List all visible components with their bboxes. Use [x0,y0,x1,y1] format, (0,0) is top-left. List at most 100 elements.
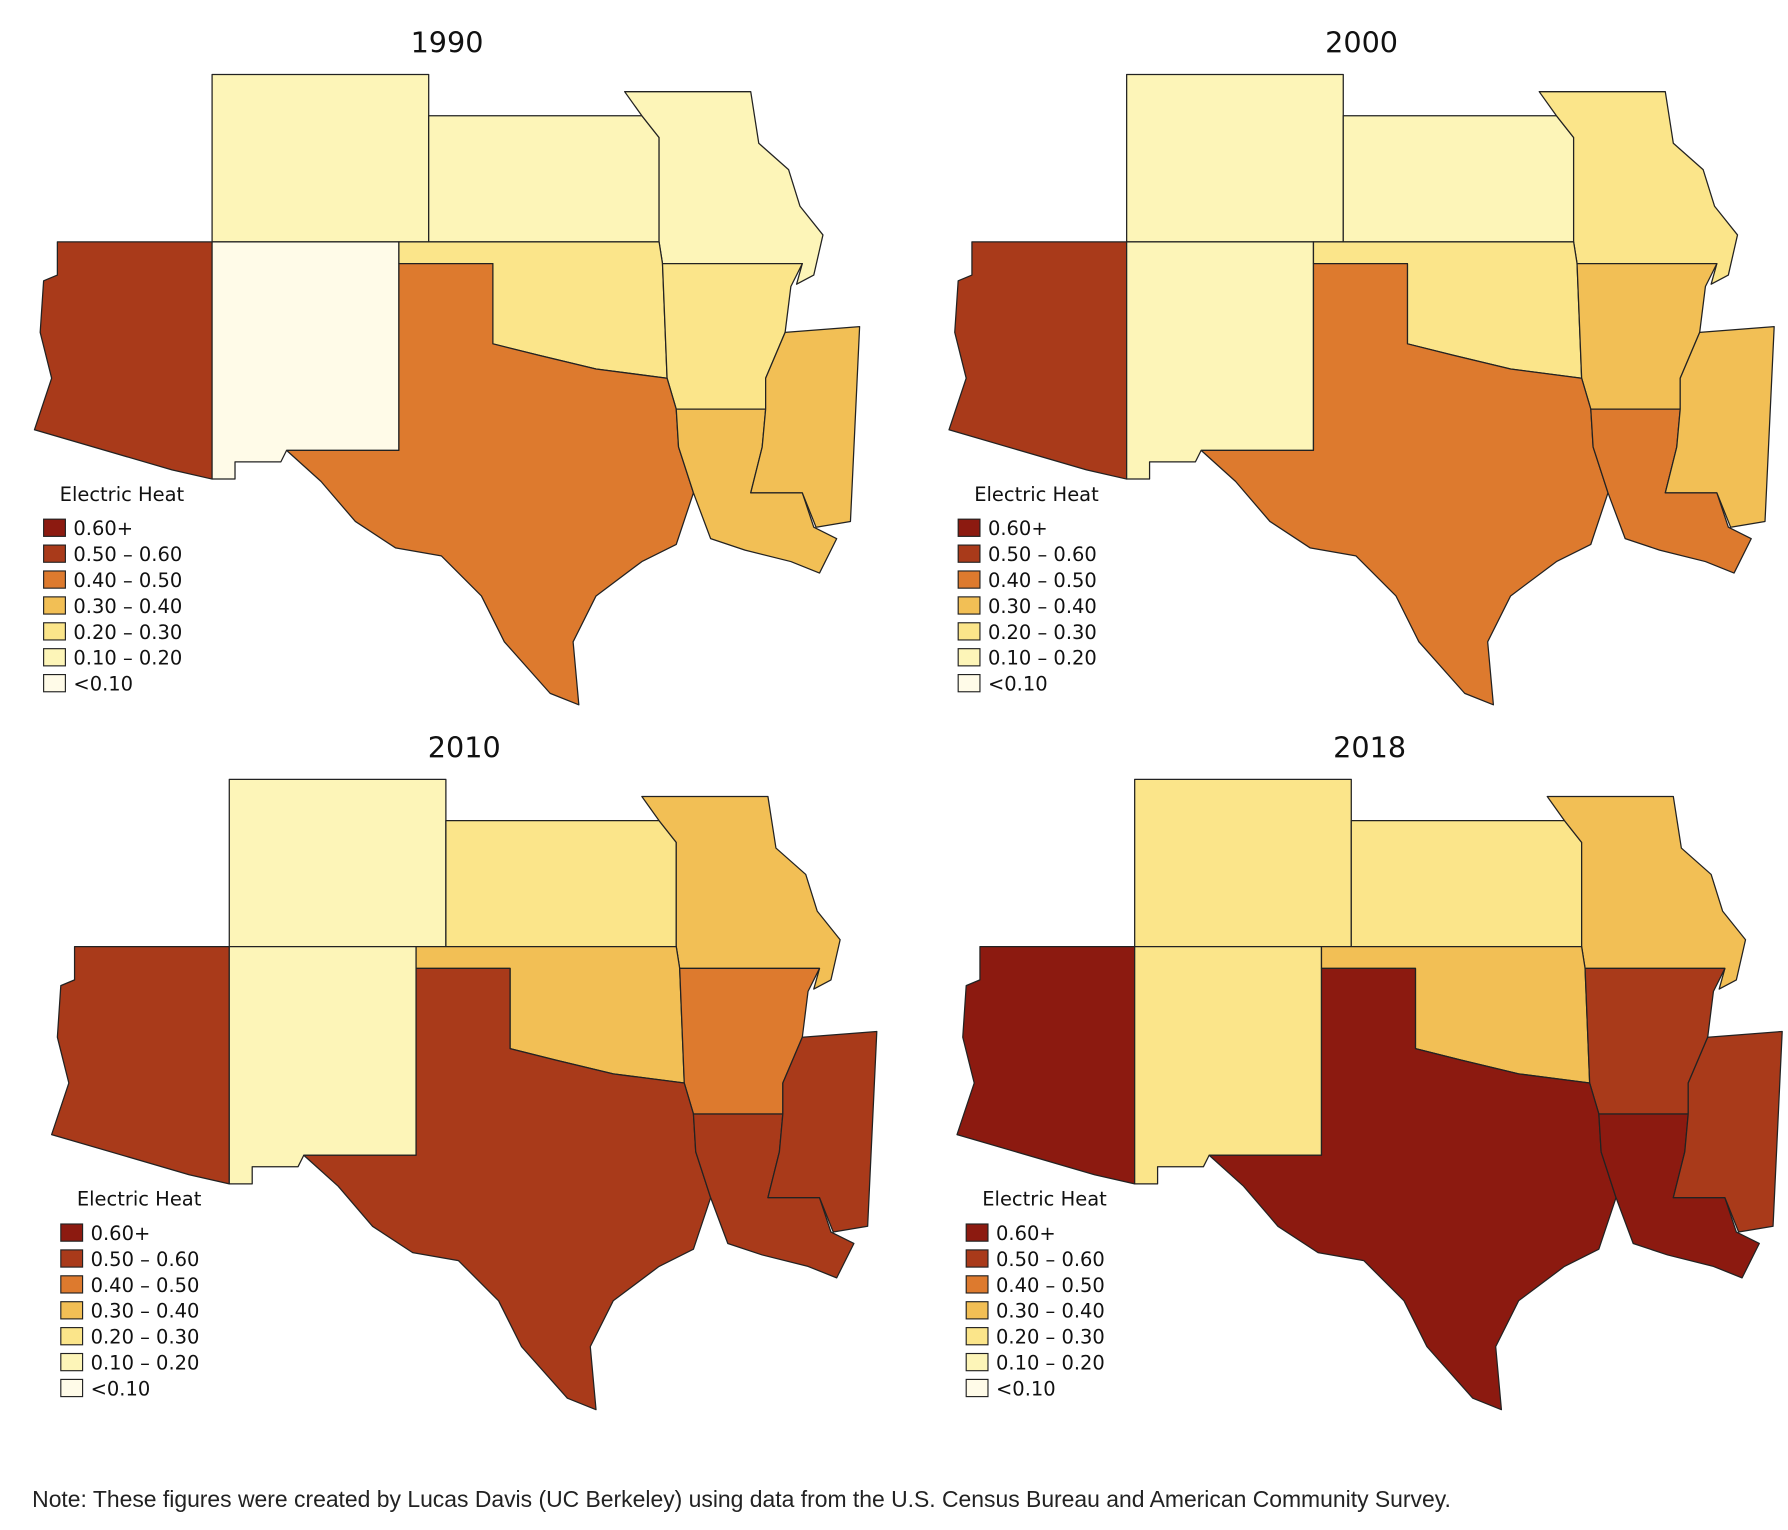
legend-swatch [957,518,981,537]
legend-swatch [965,1301,989,1320]
legend-title: Electric Heat [77,1188,202,1211]
legend-swatch [60,1275,84,1294]
state-missouri [624,91,824,285]
legend-swatch [965,1327,989,1346]
map-panel-2010: 2010 Electric Heat 0.60+ 0.50 – 0.60 0.40 – … [51,731,878,1411]
legend-swatch [965,1249,989,1268]
state-missouri [1538,91,1739,285]
state-kansas [428,115,660,243]
legend-swatch [965,1275,989,1294]
state-arizona [956,946,1136,1185]
legend-label: 0.10 – 0.20 [996,1352,1105,1375]
legend-label: 0.60+ [988,517,1048,540]
state-colorado [1134,778,1352,948]
legend-label: 0.20 – 0.30 [73,621,182,644]
legend: Electric Heat 0.60+ 0.50 – 0.60 0.40 – 0.50… [965,1188,1107,1400]
legend-swatch [60,1249,84,1268]
map-panel-2018: 2018 Electric Heat 0.60+ 0.50 – 0.60 0.40 – … [956,731,1783,1411]
state-arizona [33,241,213,480]
state-new-mexico [1126,241,1315,480]
legend-title: Electric Heat [60,483,185,506]
legend-swatch [957,596,981,615]
legend-label: 0.40 – 0.50 [988,569,1097,592]
legend-swatch [43,518,66,537]
legend-swatch [965,1378,989,1398]
state-arizona [948,241,1128,480]
legend-swatch [60,1327,84,1346]
legend-swatch [43,570,66,589]
state-texas [1208,967,1617,1411]
legend-swatch [957,570,981,589]
legend-label: <0.10 [988,673,1048,696]
state-new-mexico [211,241,400,480]
map-panel-1990: 1990 Electric Heat 0.60+ 0.50 – 0.60 0.40 – … [33,26,861,706]
legend-title: Electric Heat [982,1188,1107,1211]
legend-swatch [965,1352,989,1372]
state-kansas [1342,115,1575,243]
legend-swatch [43,596,66,615]
legend-label: 0.40 – 0.50 [73,569,182,592]
legend-label: 0.50 – 0.60 [988,543,1097,566]
legend-swatch [43,622,66,641]
legend-label: 0.60+ [996,1222,1056,1245]
legend-label: 0.10 – 0.20 [988,647,1097,670]
map-title: 1990 [411,26,484,60]
state-texas [1200,262,1609,706]
legend: Electric Heat 0.60+ 0.50 – 0.60 0.40 – 0.50… [957,483,1099,696]
legend-label: 0.50 – 0.60 [996,1248,1105,1271]
legend-swatch [957,544,981,563]
state-mississippi [1672,1030,1783,1233]
state-mississippi [767,1030,878,1233]
legend-label: 0.30 – 0.40 [73,595,182,618]
legend-swatch [43,648,66,667]
legend-label: 0.50 – 0.60 [73,543,182,566]
source-note: Note: These figures were created by Luca… [32,1486,1451,1512]
state-missouri [1546,795,1747,990]
legend-swatch [957,622,981,641]
legend-label: 0.60+ [73,517,133,540]
state-texas [285,262,695,706]
legend-label: 0.30 – 0.40 [996,1300,1105,1323]
legend-swatch [43,544,66,563]
state-new-mexico [1134,946,1323,1185]
legend-label: 0.10 – 0.20 [73,647,182,670]
legend-label: <0.10 [73,673,133,696]
map-title: 2010 [428,731,501,765]
map-title: 2000 [1325,26,1398,60]
legend-swatch [60,1378,84,1398]
legend-label: 0.60+ [91,1222,151,1245]
legend-label: 0.50 – 0.60 [91,1248,200,1271]
state-colorado [228,778,447,948]
legend-swatch [43,674,66,693]
map-panel-2000: 2000 Electric Heat 0.60+ 0.50 – 0.60 0.40 – … [948,26,1775,706]
state-kansas [445,819,677,948]
legend-label: 0.20 – 0.30 [988,621,1097,644]
legend-label: 0.30 – 0.40 [988,595,1097,618]
legend-swatch [60,1352,84,1372]
legend-label: 0.20 – 0.30 [996,1326,1105,1349]
legend-label: <0.10 [996,1377,1056,1400]
state-mississippi [750,325,861,528]
state-colorado [211,73,430,243]
state-colorado [1126,73,1344,243]
legend-label: 0.20 – 0.30 [91,1326,200,1349]
state-missouri [641,795,841,990]
state-kansas [1350,819,1583,948]
legend-label: 0.40 – 0.50 [996,1274,1105,1297]
legend-swatch [957,674,981,693]
legend: Electric Heat 0.60+ 0.50 – 0.60 0.40 – 0.50… [43,483,185,696]
state-arizona [51,946,230,1185]
legend-label: 0.40 – 0.50 [91,1274,200,1297]
legend: Electric Heat 0.60+ 0.50 – 0.60 0.40 – 0.50… [60,1188,202,1400]
legend-swatch [60,1223,84,1242]
legend-label: <0.10 [91,1377,151,1400]
legend-label: 0.30 – 0.40 [91,1300,200,1323]
state-mississippi [1664,325,1775,528]
map-title: 2018 [1333,731,1406,765]
legend-title: Electric Heat [974,483,1099,506]
legend-label: 0.10 – 0.20 [91,1352,200,1375]
state-texas [303,967,712,1411]
legend-swatch [957,648,981,667]
legend-swatch [60,1301,84,1320]
